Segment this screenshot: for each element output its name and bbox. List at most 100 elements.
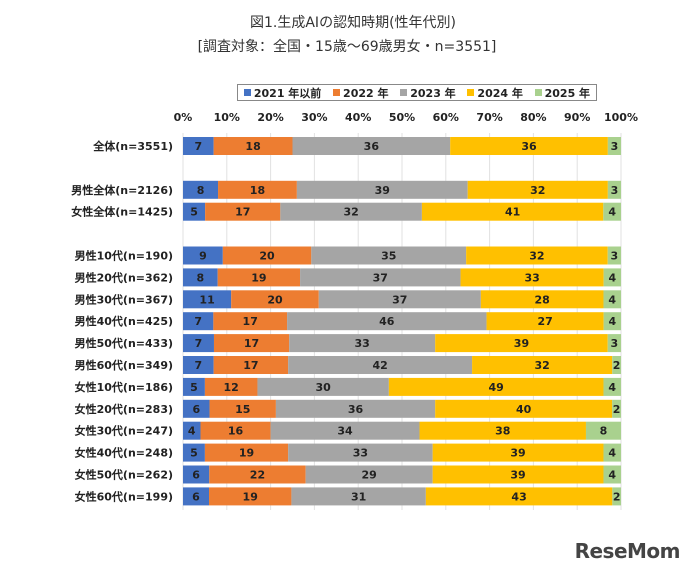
data-label: 7 [195,337,203,350]
bar-segment [612,399,621,418]
data-label: 5 [190,381,198,394]
data-label: 9 [199,250,207,263]
data-label: 19 [239,447,254,460]
legend-label: 2021 年以前 [253,86,322,100]
data-label: 11 [199,293,214,306]
data-label: 2 [613,490,621,503]
bar-segment [205,202,281,221]
x-tick-label: 20% [257,111,283,124]
bar-segment [257,377,389,396]
data-label: 39 [514,337,529,350]
chart-title: 図1.生成AIの認知時期(性年代別) [250,15,456,31]
chart-subtitle: [調査対象：全国・15歳～69歳男女・n=3551] [197,39,497,55]
category-label: 男性60代(n=349) [75,358,173,372]
category-label: 男性30代(n=367) [75,292,173,306]
data-label: 4 [608,469,616,482]
bar-segment [467,180,608,199]
data-label: 7 [194,315,202,328]
data-label: 39 [510,469,525,482]
data-label: 7 [195,359,203,372]
legend-label: 2022 年 [343,86,389,100]
data-label: 16 [228,425,244,438]
bar-segment [435,334,608,353]
x-tick-label: 90% [564,111,590,124]
bar-segment [231,290,319,309]
bar-segment [603,443,621,462]
data-label: 33 [524,271,539,284]
bar-segment [311,246,467,265]
category-label: 女性40代(n=248) [75,446,173,460]
data-label: 17 [243,315,258,328]
bar-segment [472,356,613,374]
bar-segment [209,399,276,418]
data-label: 2 [613,359,621,372]
data-label: 41 [505,206,520,219]
category-label: 女性20代(n=283) [75,402,173,416]
bar-segment [612,487,621,506]
bar-segment [291,487,426,506]
data-label: 17 [244,337,259,350]
data-label: 3 [611,337,619,350]
bar-segment [300,268,461,287]
bar-segment [603,202,621,221]
data-label: 18 [250,184,265,197]
data-label: 19 [243,490,258,503]
bar-segment [305,465,433,484]
data-label: 34 [337,425,353,438]
bar-segment [460,268,604,287]
bar-segment [183,377,205,396]
bar-segment [183,202,206,221]
category-label: 女性50代(n=262) [75,468,173,482]
data-label: 4 [608,293,616,306]
x-tick-label: 40% [345,111,371,124]
bar-segment [183,465,210,484]
data-label: 30 [316,381,332,394]
bar-segment [318,290,481,309]
data-label: 17 [235,206,250,219]
bar-segment [388,377,604,396]
data-label: 28 [535,293,550,306]
data-label: 8 [197,184,205,197]
bar-segment [222,246,312,265]
data-label: 39 [375,184,390,197]
bar-segment [607,334,621,353]
data-label: 3 [611,140,619,153]
x-tick-label: 0% [174,111,193,124]
bar-segment [603,312,621,331]
legend-label: 2023 年 [410,86,456,100]
x-tick-label: 70% [476,111,502,124]
bar-segment [183,290,232,309]
data-label: 3 [611,184,619,197]
bar-segment [585,421,621,440]
data-label: 4 [608,447,616,460]
data-label: 33 [353,447,368,460]
bar-segment [603,268,621,287]
data-label: 2 [613,403,621,416]
bar-segment [218,180,297,199]
legend-item-2022: 2022 年 [333,85,389,101]
bar-segment [183,421,201,440]
bar-segment [603,290,621,309]
data-label: 37 [392,293,407,306]
bar-segment [289,334,436,353]
data-label: 4 [608,381,616,394]
bar-segment [466,246,608,265]
data-label: 38 [495,425,510,438]
data-label: 6 [192,469,200,482]
bar-segment [296,180,468,199]
data-label: 36 [521,140,537,153]
x-tick-label: 50% [389,111,415,124]
bar-segment [204,443,289,462]
x-tick-label: 10% [214,111,240,124]
data-label: 32 [530,184,545,197]
category-label: 男性全体(n=2126) [71,183,173,197]
bar-segment [288,443,433,462]
data-label: 5 [190,206,198,219]
legend-item-2021: 2021 年以前 [243,85,322,101]
bar-segment [435,399,613,418]
data-label: 35 [381,250,396,263]
data-label: 4 [608,315,616,328]
bar-segment [217,268,301,287]
bar-segment [270,421,420,440]
